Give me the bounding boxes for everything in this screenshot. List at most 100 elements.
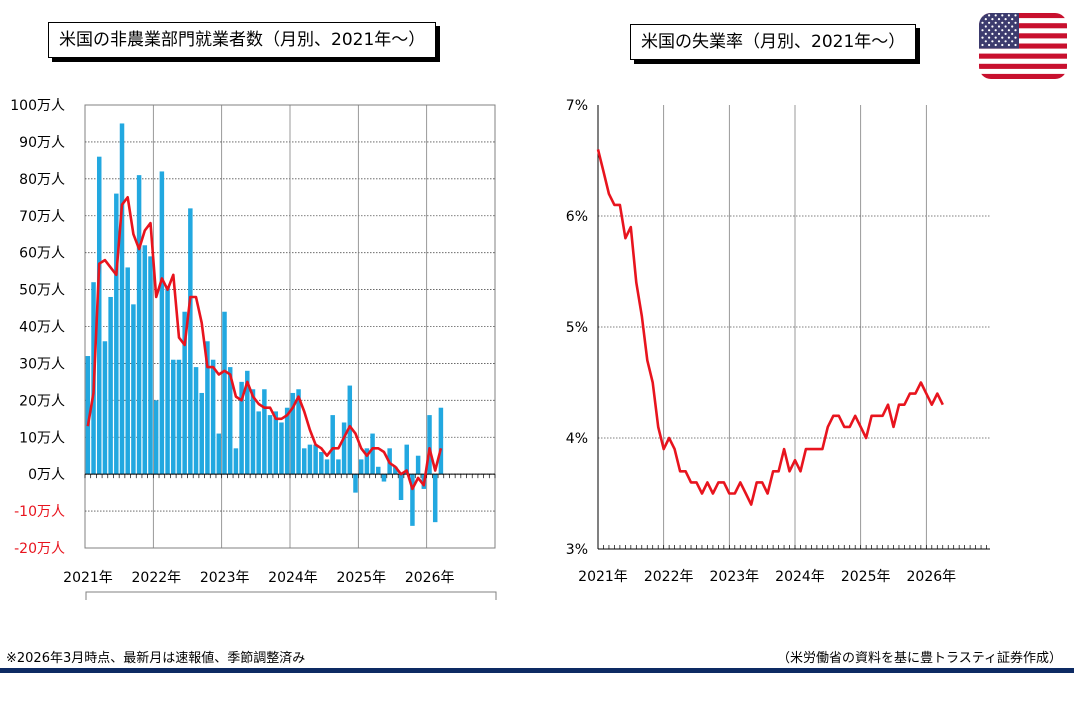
flag-star xyxy=(1001,29,1004,32)
chart-title-nonfarm: 米国の非農業部門就業者数（月別、2021年～） xyxy=(48,22,437,58)
bar xyxy=(370,433,375,475)
flag-star xyxy=(1011,40,1014,43)
flag-star xyxy=(991,18,994,21)
bar xyxy=(165,285,170,475)
ytick-label: -10万人 xyxy=(14,504,65,520)
bar xyxy=(188,208,193,475)
bar xyxy=(102,341,108,475)
bar xyxy=(341,422,347,475)
flag-star xyxy=(994,36,997,39)
bar xyxy=(438,407,444,475)
us-flag-icon xyxy=(979,13,1067,79)
flag-star xyxy=(1007,43,1010,47)
flag-star xyxy=(1001,36,1004,39)
bar xyxy=(239,381,244,475)
ytick-label: 6% xyxy=(566,209,588,225)
flag-star xyxy=(981,29,984,32)
flag-star xyxy=(991,32,994,35)
bar xyxy=(142,245,148,475)
bar xyxy=(199,392,204,475)
bar xyxy=(222,311,227,475)
ytick-label: -20万人 xyxy=(14,541,65,557)
bar xyxy=(319,452,324,475)
flag-star xyxy=(981,21,984,24)
bar xyxy=(410,474,415,526)
bar xyxy=(376,466,381,475)
flag-star xyxy=(1001,21,1004,24)
nonfarm-payrolls-chart: 100万人 90万人 80万人 70万人 60万人 50万人 40万人 30万人 20万人 10万… xyxy=(10,98,497,600)
xtick-label: 2026年 xyxy=(405,570,455,586)
bar xyxy=(427,415,432,475)
ytick-label: 80万人 xyxy=(19,172,65,188)
bar xyxy=(250,389,256,475)
flag-star xyxy=(1001,14,1004,17)
bar xyxy=(364,448,370,475)
bar xyxy=(96,156,102,475)
flag-star xyxy=(981,36,984,39)
flag-star xyxy=(997,32,1001,35)
flag-star xyxy=(1011,18,1014,21)
bar xyxy=(398,474,404,501)
xtick-label: 2022年 xyxy=(644,569,694,585)
flag-star xyxy=(988,43,991,47)
series-line-3month-avg xyxy=(86,196,443,491)
xtick-label: 2022年 xyxy=(132,570,182,586)
legend-box xyxy=(85,591,497,600)
bottom-rule xyxy=(0,668,1074,673)
flag-star xyxy=(1007,14,1010,17)
bar xyxy=(324,459,330,475)
bar xyxy=(233,448,239,475)
bar xyxy=(193,367,199,475)
xtick-label: 2026年 xyxy=(907,569,957,585)
bar xyxy=(393,466,398,475)
ytick-label: 4% xyxy=(566,431,588,447)
xtick-label: 2024年 xyxy=(268,570,318,586)
bar xyxy=(358,459,364,475)
bar xyxy=(182,311,187,475)
bar xyxy=(347,385,353,475)
ytick-label: 5% xyxy=(566,320,588,336)
series-line-unemployment xyxy=(596,149,944,506)
source-note: （米労働省の資料を基に豊トラスティ証券作成） xyxy=(777,651,1062,666)
bar xyxy=(210,359,216,475)
ytick-label: 30万人 xyxy=(19,356,65,372)
flag-star xyxy=(1007,29,1010,32)
footnote: ※2026年3月時点、最新月は速報値、季節調整済み xyxy=(6,651,306,666)
flag-star xyxy=(1004,25,1007,28)
bar xyxy=(262,389,267,475)
ytick-label: 90万人 xyxy=(19,135,65,151)
bar xyxy=(256,411,261,475)
flag-star xyxy=(994,14,997,17)
flag-star xyxy=(991,40,994,43)
ytick-label: 40万人 xyxy=(19,320,65,336)
flag-star xyxy=(984,18,987,21)
unemployment-rate-chart: 7% 6% 5% 4% 3% 2021年 2022年 2023年 2024年 2025年 2026年 xyxy=(566,98,990,585)
bar xyxy=(205,341,210,475)
flag-star xyxy=(1014,21,1017,24)
flag-star xyxy=(984,40,987,43)
flag-star xyxy=(997,40,1001,43)
flag-star xyxy=(984,32,987,35)
flag-star xyxy=(984,25,987,28)
bar xyxy=(114,193,119,475)
flag-star xyxy=(1014,36,1017,39)
bar xyxy=(290,392,296,475)
xtick-label: 2025年 xyxy=(337,570,387,586)
ytick-label: 10万人 xyxy=(19,430,65,446)
ytick-label: 60万人 xyxy=(19,246,65,262)
flag-star xyxy=(1014,43,1017,47)
ytick-label: 100万人 xyxy=(10,98,65,114)
xtick-label: 2023年 xyxy=(200,570,250,586)
bar xyxy=(273,411,279,475)
bar xyxy=(284,407,290,475)
bar xyxy=(336,459,341,475)
flag-star xyxy=(997,25,1001,28)
bar xyxy=(330,415,335,475)
flag-star xyxy=(1011,32,1014,35)
flag-star xyxy=(988,21,991,24)
flag-star xyxy=(994,43,997,47)
bar xyxy=(381,474,387,482)
bar xyxy=(432,474,438,523)
bar xyxy=(404,444,409,475)
flag-star xyxy=(994,21,997,24)
